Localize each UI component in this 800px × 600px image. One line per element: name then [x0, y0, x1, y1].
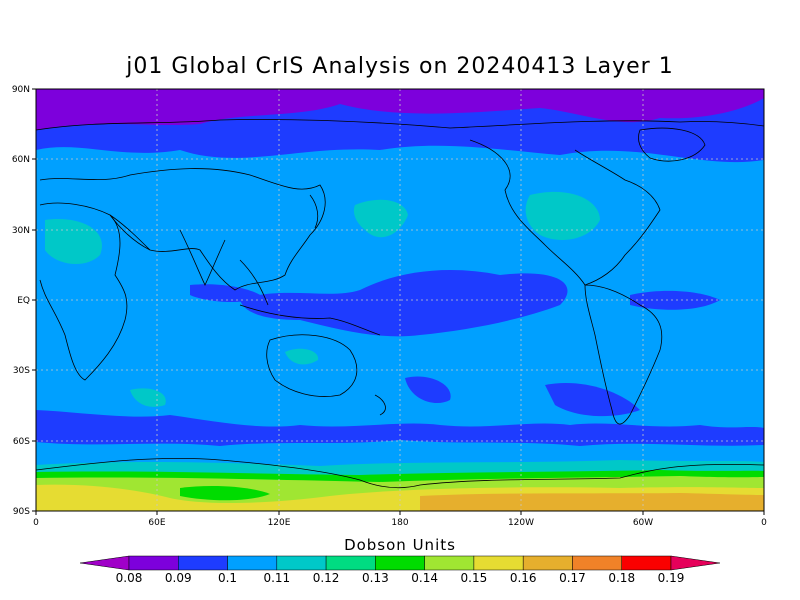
colorbar-label: 0.16: [509, 571, 537, 585]
lat-label: 90S: [13, 507, 30, 517]
map-title: j01 Global CrIS Analysis on 20240413 Lay…: [126, 54, 674, 79]
colorbar-swatch: [128, 555, 179, 571]
coast-japan: [309, 194, 319, 229]
lat-label: 90N: [12, 85, 30, 95]
field-namerica-high: [525, 191, 600, 240]
coast-north-america: [469, 139, 661, 286]
field-pacific-high: [353, 199, 408, 238]
colorbar-swatch: [375, 555, 425, 571]
colorbar-title: Dobson Units: [344, 536, 456, 554]
coast-indonesia: [239, 304, 381, 336]
colorbar-label: 0.14: [411, 571, 438, 585]
lon-label: 60W: [633, 518, 653, 528]
colorbar-label: 0.11: [263, 571, 291, 585]
field-austral-high: [285, 348, 319, 365]
coast-europe-asia: [39, 168, 326, 291]
colorbar-label: 0.13: [362, 571, 389, 585]
lat-label: 60S: [13, 437, 30, 447]
colorbar-swatch: [227, 555, 278, 571]
colorbar: [79, 555, 721, 571]
colorbar-label: 0.19: [657, 571, 685, 585]
field-antarctic-orange: [420, 493, 764, 511]
colorbar-swatch: [473, 555, 524, 571]
lon-label: 120W: [508, 518, 534, 528]
colorbar-label: 0.08: [115, 571, 143, 585]
colorbar-label: 0.15: [460, 571, 488, 585]
lon-label: 120E: [268, 518, 291, 528]
lat-label: 60N: [12, 155, 30, 165]
lat-label: 30N: [12, 226, 30, 236]
coast-africa: [39, 202, 128, 381]
field-southern-low: [36, 410, 764, 446]
colorbar-label: 0.09: [164, 571, 192, 585]
coast-arabia: [109, 214, 151, 251]
field-stasman-low: [405, 376, 451, 404]
field-atlantic-low: [630, 290, 720, 310]
colorbar-swatch: [522, 555, 573, 571]
field-sindian-high: [130, 388, 166, 407]
coast-australia: [266, 334, 358, 397]
lon-label: 0: [33, 518, 39, 528]
lat-label: EQ: [17, 296, 30, 306]
coast-south-america: [584, 284, 663, 425]
colorbar-label: 0.1: [217, 571, 238, 585]
colorbar-min-arrow: [79, 555, 130, 571]
lon-label: 0: [761, 518, 767, 528]
coast-new-zealand: [374, 394, 386, 416]
colorbar-label: 0.17: [559, 571, 586, 585]
coast-antarctica: [36, 457, 764, 489]
colorbar-max-arrow: [670, 555, 721, 571]
colorbar-swatch: [276, 555, 327, 571]
field-antarctic-green-patch: [180, 486, 270, 501]
colorbar-label: 0.18: [608, 571, 636, 585]
coastlines: [36, 119, 764, 489]
colorbar-swatch: [178, 555, 228, 571]
gridlines: [36, 89, 764, 511]
coast-arctic: [36, 119, 764, 131]
lon-label: 60E: [148, 518, 165, 528]
coast-india: [179, 229, 226, 286]
colorbar-swatch: [621, 555, 672, 571]
field-spacific-low: [545, 382, 640, 417]
colorbar-label: 0.12: [312, 571, 340, 585]
field-pacific-low: [240, 270, 568, 337]
field-indian-low: [190, 284, 262, 303]
colorbar-swatch: [572, 555, 622, 571]
axis-ticks: [32, 88, 765, 515]
lon-label: 180: [391, 518, 408, 528]
lat-label: 30S: [13, 366, 30, 376]
coast-se-asia: [239, 259, 269, 306]
lon-labels: 0 60E 120E 180 120W 60W 0: [33, 518, 767, 528]
coast-greenland: [638, 127, 706, 162]
lat-labels: 90N 60N 30N EQ 30S 60S 90S: [12, 85, 30, 517]
colorbar-swatch: [424, 555, 475, 571]
map-plot-area: [36, 89, 764, 511]
colorbar-swatch: [325, 555, 376, 571]
